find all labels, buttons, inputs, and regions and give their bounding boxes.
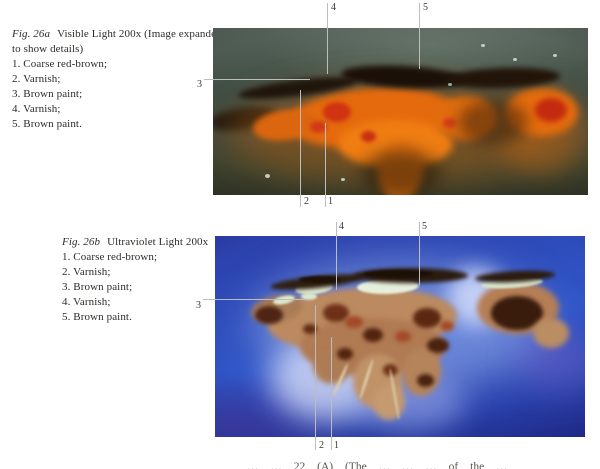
callout-line-5 [419, 222, 420, 285]
tan-paint-blob [533, 318, 569, 348]
legend-item: 4. Varnish; [62, 296, 111, 308]
red-mottle-blob [345, 316, 363, 328]
callout-label-1: 1 [334, 440, 339, 451]
red-mottle-blob [440, 321, 454, 331]
figure-26b-title: Ultraviolet Light 200x [107, 236, 209, 248]
callout-line-4 [336, 222, 337, 290]
callout-line-3 [204, 79, 310, 80]
cutoff-body-text: … … 22 (A) (The … … … of the … [247, 461, 508, 469]
dark-spot-blob [337, 348, 353, 360]
callout-line-1 [331, 337, 332, 450]
shadow-blob [458, 100, 528, 145]
dark-paint-blob [255, 306, 283, 324]
callout-label-2: 2 [319, 440, 324, 451]
dark-varnish-crust-blob [444, 65, 561, 91]
figure-26a-title-line2: to show details) [12, 43, 84, 55]
legend-item: 2. Varnish; [12, 73, 61, 85]
legend-item: 3. Brown paint; [12, 88, 83, 100]
dark-spot-blob [427, 338, 449, 353]
dark-spot-blob [363, 328, 383, 342]
callout-line-5 [419, 3, 420, 69]
legend-item: 5. Brown paint. [12, 118, 82, 130]
callout-label-4: 4 [339, 221, 344, 232]
speck [265, 174, 270, 178]
legend-item: 1. Coarse red-brown; [62, 251, 158, 263]
dark-spot-blob [323, 304, 349, 322]
speck [481, 44, 485, 47]
speck [513, 58, 517, 61]
dark-spot-blob [417, 374, 434, 387]
figure-26b-label: Fig. 26b [62, 236, 101, 248]
dark-spot-blob [413, 308, 441, 328]
legend-item: 2. Varnish; [62, 266, 111, 278]
dark-paint-blob [491, 296, 543, 330]
dark-varnish-crust-blob [299, 276, 341, 283]
shadow-blob [361, 150, 441, 195]
callout-line-3 [203, 299, 312, 300]
callout-label-3: 3 [196, 300, 201, 311]
figure-26a-title: Visible Light 200x (Image expanded [57, 28, 222, 40]
figure-26b-title-line1: Fig. 26b Ultraviolet Light 200x [62, 235, 232, 250]
red-pigment-blob [323, 102, 351, 122]
micrograph-visible-light [213, 28, 588, 195]
dark-spot-blob [303, 324, 317, 334]
dark-varnish-crust-blob [363, 270, 433, 278]
pale-varnish-arc [301, 293, 317, 300]
figure-26a-label: Fig. 26a [12, 28, 51, 40]
callout-line-1 [325, 123, 326, 207]
callout-label-1: 1 [328, 196, 333, 207]
legend-item: 1. Coarse red-brown; [12, 58, 108, 70]
callout-label-5: 5 [423, 2, 428, 13]
red-pigment-blob [310, 121, 327, 133]
callout-label-4: 4 [331, 2, 336, 13]
callout-label-5: 5 [422, 221, 427, 232]
red-pigment-blob [443, 118, 456, 128]
callout-line-2 [315, 305, 316, 450]
figure-26a-title-line1: Fig. 26a Visible Light 200x (Image expand… [12, 27, 224, 42]
speck [341, 178, 345, 181]
callout-line-4 [327, 3, 328, 74]
callout-line-2 [300, 90, 301, 207]
legend-item: 3. Brown paint; [62, 281, 133, 293]
legend-item: 4. Varnish; [12, 103, 61, 115]
figure-26b-caption: Fig. 26b Ultraviolet Light 200x 1. Coarse… [62, 235, 232, 325]
callout-label-3: 3 [197, 79, 202, 90]
micrograph-ultraviolet-light [215, 236, 585, 437]
red-mottle-blob [395, 331, 411, 342]
speck [553, 54, 557, 57]
legend-item: 5. Brown paint. [62, 311, 132, 323]
figure-26a-caption: Fig. 26a Visible Light 200x (Image expand… [12, 27, 224, 132]
red-pigment-blob [361, 131, 376, 142]
red-pigment-blob [535, 98, 567, 122]
speck [448, 83, 452, 86]
callout-label-2: 2 [304, 196, 309, 207]
